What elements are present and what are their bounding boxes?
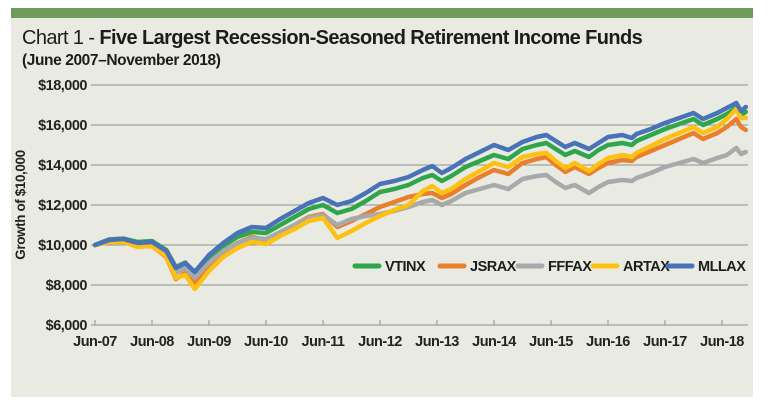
x-tick-label: Jun-07 <box>73 334 117 350</box>
legend-label-VTINX: VTINX <box>385 259 426 275</box>
y-tick-label: $8,000 <box>46 278 88 294</box>
chart-number: Chart 1 - <box>22 27 100 49</box>
y-tick-label: $16,000 <box>38 118 87 134</box>
y-tick-label: $10,000 <box>38 238 87 254</box>
x-tick-label: Jun-13 <box>415 334 459 350</box>
x-tick-label: Jun-14 <box>472 334 516 350</box>
series-line-ARTAX <box>92 106 749 292</box>
accent-bar <box>11 8 753 18</box>
legend-label-JSRAX: JSRAX <box>470 259 517 275</box>
series-line-FFFAX <box>92 145 749 281</box>
chart-header: Chart 1 - Five Largest Recession-Seasone… <box>11 18 753 70</box>
y-tick-label: $18,000 <box>38 78 87 94</box>
x-tick-label: Jun-10 <box>244 334 288 350</box>
y-tick-label: $6,000 <box>46 318 88 334</box>
chart-canvas: $6,000 $8,000 $10,000 $12,000 $14,000 $16,000… <box>13 78 749 350</box>
x-tick-label: Jun-17 <box>643 334 687 350</box>
x-tick-label: Jun-18 <box>700 334 744 350</box>
legend-label-ARTAX: ARTAX <box>623 259 670 275</box>
x-tick-label: Jun-15 <box>529 334 573 350</box>
x-tick-label: Jun-11 <box>302 334 345 350</box>
x-tick-label: Jun-16 <box>586 334 630 350</box>
x-tick-label: Jun-08 <box>130 334 174 350</box>
x-tick-label: Jun-12 <box>358 334 402 350</box>
y-tick-label: $12,000 <box>38 198 87 214</box>
series-line-MLLAX <box>92 100 749 275</box>
legend-label-FFFAX: FFFAX <box>548 259 592 275</box>
y-tick-label: $14,000 <box>38 158 87 174</box>
chart-title: Chart 1 - Five Largest Recession-Seasone… <box>22 26 753 51</box>
legend-label-MLLAX: MLLAX <box>698 259 746 275</box>
chart-title-text: Five Largest Recession-Seasoned Retireme… <box>99 27 643 49</box>
x-tick-label: Jun-09 <box>187 334 231 350</box>
chart-subtitle: (June 2007–November 2018) <box>22 52 221 69</box>
y-axis-title: Growth of $10,000 <box>13 150 28 260</box>
chart-panel: Chart 1 - Five Largest Recession-Seasone… <box>11 8 753 397</box>
